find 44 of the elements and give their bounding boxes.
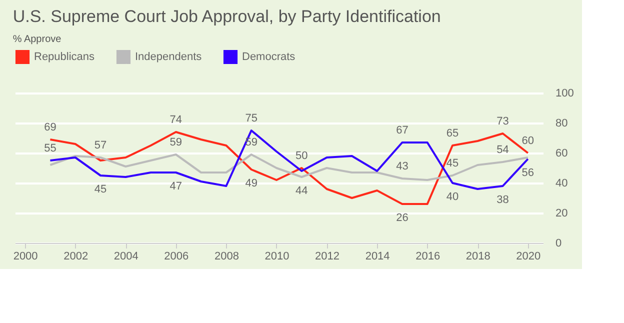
y-tick-label: 0 <box>556 238 562 250</box>
legend-label: Independents <box>135 50 202 63</box>
x-tick-label: 2010 <box>264 250 290 262</box>
data-label: 55 <box>44 142 56 154</box>
data-label: 75 <box>245 112 258 124</box>
data-label: 56 <box>522 167 534 179</box>
x-tick-label: 2018 <box>466 250 490 262</box>
data-label: 43 <box>396 160 408 172</box>
y-tick-label: 60 <box>556 148 568 160</box>
data-label: 50 <box>296 150 308 162</box>
x-tick-label: 2020 <box>516 250 541 262</box>
data-label: 67 <box>396 124 408 136</box>
y-tick-label: 100 <box>556 88 574 100</box>
y-tick-label: 80 <box>556 118 568 130</box>
data-label: 65 <box>446 128 459 140</box>
data-label: 57 <box>94 140 107 152</box>
data-label: 49 <box>245 178 258 190</box>
data-label: 38 <box>496 194 509 206</box>
y-tick-label: 40 <box>556 178 568 190</box>
data-label: 47 <box>170 180 182 192</box>
data-label: 45 <box>94 184 107 196</box>
legend-label: Democrats <box>242 50 296 63</box>
chart-subtitle: % Approve <box>12 34 62 45</box>
data-label: 54 <box>496 144 509 156</box>
x-tick-label: 2004 <box>114 250 138 262</box>
x-tick-label: 2008 <box>214 250 239 262</box>
legend-label: Republicans <box>34 50 96 63</box>
data-label: 74 <box>170 114 182 126</box>
x-tick-label: 2002 <box>64 250 88 262</box>
chart-title: U.S. Supreme Court Job Approval, by Party Identification <box>12 7 441 26</box>
data-label: 44 <box>296 185 308 197</box>
data-label: 73 <box>496 116 509 128</box>
y-tick-label: 20 <box>556 208 568 220</box>
x-tick-label: 2000 <box>13 250 38 262</box>
x-tick-label: 2006 <box>164 250 189 262</box>
x-tick-label: 2016 <box>416 250 440 262</box>
data-label: 69 <box>44 122 56 134</box>
data-label: 60 <box>522 135 534 147</box>
x-tick-label: 2014 <box>365 250 390 262</box>
x-tick-label: 2012 <box>315 250 340 262</box>
data-label: 59 <box>170 136 182 148</box>
data-label: 40 <box>446 191 459 203</box>
data-label: 45 <box>446 158 459 170</box>
data-label: 26 <box>396 212 408 224</box>
